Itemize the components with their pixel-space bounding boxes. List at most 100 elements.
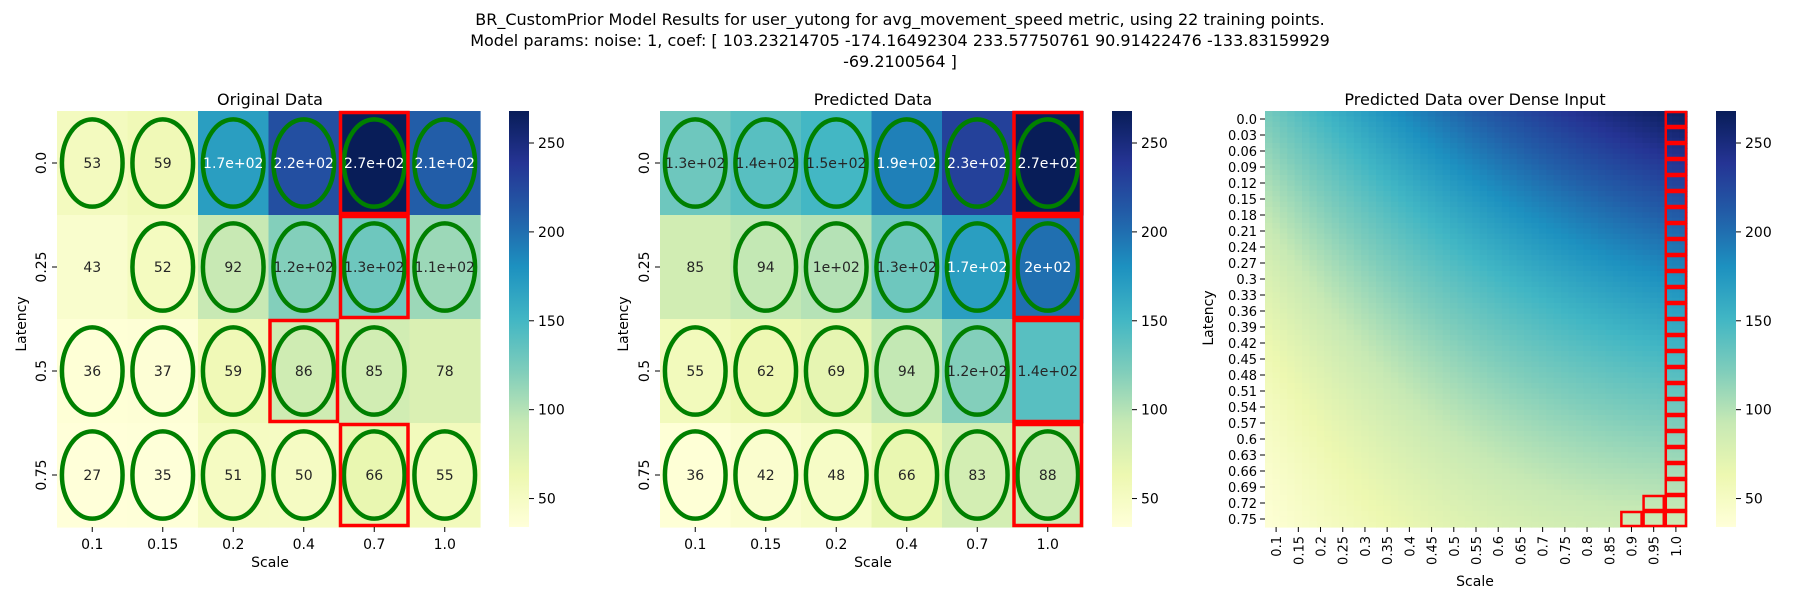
heatmap-cell <box>1383 228 1392 235</box>
heatmap-cell <box>1635 244 1644 251</box>
heatmap-cell <box>1479 164 1488 171</box>
heatmap-cell <box>1265 399 1274 405</box>
heatmap-cell <box>1353 191 1362 197</box>
heatmap-cell <box>1612 185 1621 192</box>
heatmap-cell <box>1605 452 1614 459</box>
heatmap-cell <box>1457 335 1466 341</box>
heatmap-cell <box>1361 393 1370 400</box>
heatmap-cell <box>1427 313 1436 320</box>
heatmap-cell <box>1279 255 1288 261</box>
heatmap-cell <box>1294 169 1303 176</box>
heatmap-cell <box>1524 345 1533 352</box>
heatmap-cell <box>1679 463 1688 469</box>
heatmap-cell <box>1316 276 1325 283</box>
heatmap-cell <box>1649 431 1658 437</box>
heatmap-cell <box>1509 292 1518 299</box>
heatmap-overlay: 1.3e+02 1.4e+02 1.5e+02 1.9e+02 2.3e+02 2.7e+… <box>662 110 1084 528</box>
heatmap-cell <box>1590 281 1599 288</box>
heatmap-cell <box>1509 388 1518 395</box>
heatmap-cell <box>1590 265 1599 272</box>
heatmap-cell <box>1672 468 1681 475</box>
heatmap-cell <box>1420 409 1429 416</box>
heatmap-cell <box>1420 276 1429 283</box>
heatmap-cell <box>1575 148 1584 155</box>
heatmap-cell <box>1405 404 1414 411</box>
heatmap-cell <box>1553 415 1562 421</box>
heatmap-cell <box>1331 132 1340 139</box>
y-tick-label: 0.48 <box>1228 369 1257 384</box>
heatmap-cell <box>1302 489 1311 496</box>
heatmap-cell <box>1450 452 1459 459</box>
heatmap-cell <box>1353 399 1362 405</box>
heatmap-cell <box>1420 255 1429 261</box>
heatmap-cell <box>1368 223 1377 229</box>
heatmap-cell <box>1516 255 1525 261</box>
heatmap-cell <box>1353 447 1362 453</box>
heatmap-cell <box>1531 484 1540 491</box>
heatmap-cell <box>1598 452 1607 459</box>
heatmap-cell <box>1598 484 1607 491</box>
heatmap-cell <box>1331 191 1340 197</box>
heatmap-cell <box>1524 372 1533 379</box>
heatmap-cell <box>1287 351 1296 357</box>
colorbar-gradient <box>509 111 529 527</box>
heatmap-cell <box>1679 457 1688 464</box>
heatmap-cell <box>1612 399 1621 405</box>
heatmap-cell <box>1583 393 1592 400</box>
heatmap-cell <box>1450 260 1459 267</box>
heatmap-cell <box>1353 297 1362 304</box>
heatmap-cell <box>1664 377 1673 384</box>
heatmap-cell <box>1331 383 1340 389</box>
heatmap-cell <box>1657 516 1666 523</box>
heatmap-cell <box>1635 468 1644 475</box>
heatmap-cell <box>57 215 129 320</box>
heatmap-cell <box>1501 521 1510 528</box>
heatmap-cell <box>1672 185 1681 192</box>
x-tick-label: 0.4 <box>293 537 315 553</box>
heatmap-cell <box>1635 484 1644 491</box>
heatmap-cell <box>1679 511 1688 517</box>
heatmap-cell <box>1590 468 1599 475</box>
heatmap-cell <box>1265 271 1274 277</box>
heatmap-cell <box>1472 393 1481 400</box>
heatmap-cell <box>942 423 1014 528</box>
heatmap-cell <box>1450 473 1459 480</box>
heatmap-cell <box>1538 164 1547 171</box>
heatmap-cell <box>1398 505 1407 512</box>
heatmap-cell <box>1479 265 1488 272</box>
heatmap-cell <box>1361 457 1370 464</box>
heatmap-cell <box>1294 340 1303 347</box>
heatmap-cell <box>1420 505 1429 512</box>
heatmap-cell <box>1546 441 1555 448</box>
heatmap-cell <box>127 423 199 528</box>
heatmap-cell <box>1501 399 1510 405</box>
heatmap-cell <box>1331 223 1340 229</box>
heatmap-cell <box>1553 271 1562 277</box>
heatmap-cell <box>1376 111 1385 117</box>
heatmap-cell <box>1413 511 1422 517</box>
heatmap-cell <box>1590 287 1599 293</box>
heatmap-cell <box>1479 143 1488 149</box>
heatmap-cell <box>1642 281 1651 288</box>
heatmap-cell <box>1464 148 1473 155</box>
heatmap-cell <box>1679 447 1688 453</box>
heatmap-cell <box>1553 127 1562 133</box>
heatmap-cell <box>1627 143 1636 149</box>
heatmap-cell <box>1353 367 1362 373</box>
heatmap-cell <box>1553 265 1562 272</box>
heatmap-cell <box>1649 249 1658 256</box>
heatmap-cell <box>1612 303 1621 309</box>
heatmap-cell <box>1405 223 1414 229</box>
heatmap-cell <box>1627 495 1636 501</box>
heatmap-cell <box>1575 255 1584 261</box>
heatmap-cell <box>1635 212 1644 219</box>
heatmap-cell <box>1620 153 1629 160</box>
heatmap-cell <box>1649 489 1658 496</box>
heatmap-cell <box>1620 340 1629 347</box>
heatmap-cell <box>1413 420 1422 427</box>
heatmap-cell <box>1398 484 1407 491</box>
heatmap-cell <box>1353 207 1362 213</box>
heatmap-cell <box>1353 329 1362 336</box>
heatmap-cell <box>1635 372 1644 379</box>
heatmap-cell <box>1383 479 1392 485</box>
